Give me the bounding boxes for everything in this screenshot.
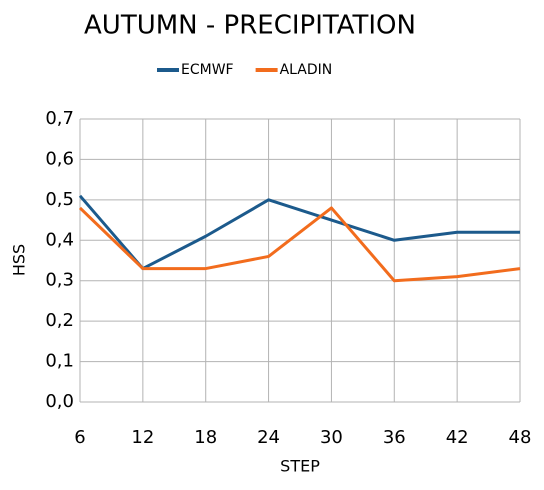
line-series xyxy=(78,206,521,283)
x-axis-label: STEP xyxy=(280,457,320,476)
x-tick-label: 24 xyxy=(257,427,280,448)
y-axis-label: HSS xyxy=(10,244,29,276)
legend-label: ECMWF xyxy=(181,62,234,78)
x-tick-label: 12 xyxy=(131,427,154,448)
x-tick-label: 30 xyxy=(320,427,343,448)
x-tick-label: 36 xyxy=(383,427,406,448)
y-tick-label: 0,7 xyxy=(45,108,74,129)
y-tick-label: 0,0 xyxy=(45,391,74,412)
y-tick-label: 0,5 xyxy=(45,189,74,210)
legend-label: ALADIN xyxy=(280,62,333,78)
x-tick-label: 18 xyxy=(194,427,217,448)
y-tick-label: 0,4 xyxy=(45,229,74,250)
x-tick-label: 6 xyxy=(74,427,85,448)
x-tick-label: 48 xyxy=(509,427,532,448)
x-tick-label: 42 xyxy=(446,427,469,448)
y-tick-label: 0,2 xyxy=(45,310,74,331)
y-tick-label: 0,6 xyxy=(45,148,74,169)
y-tick-label: 0,1 xyxy=(45,351,74,372)
chart-title: AUTUMN - PRECIPITATION xyxy=(84,11,416,41)
line-series xyxy=(78,194,520,271)
y-tick-label: 0,3 xyxy=(45,270,74,291)
